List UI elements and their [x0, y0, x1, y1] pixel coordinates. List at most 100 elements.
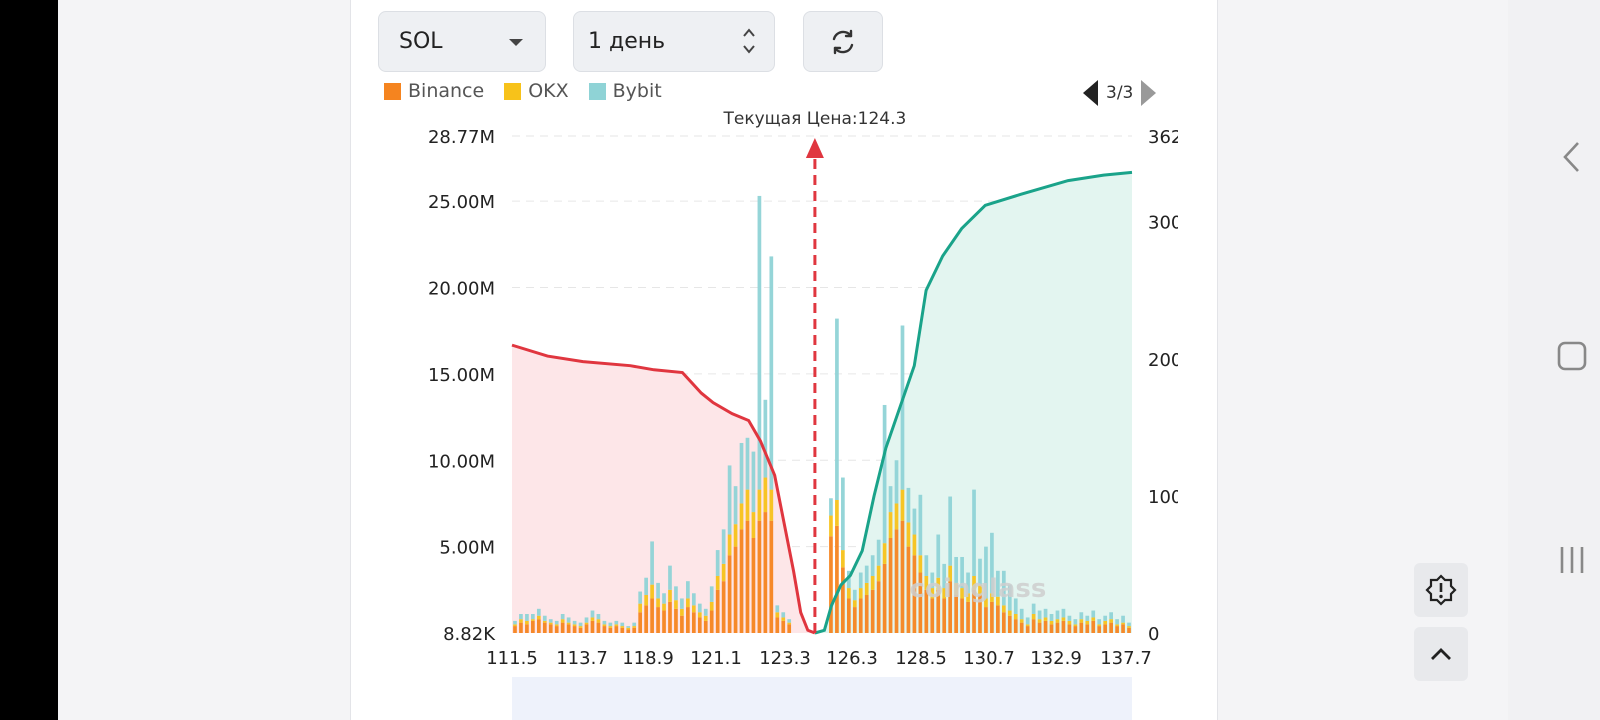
bar-binance[interactable] — [1067, 624, 1072, 633]
bar-okx[interactable] — [715, 575, 720, 590]
bar-bybit[interactable] — [1007, 584, 1012, 611]
bar-bybit[interactable] — [721, 529, 726, 564]
bar-okx[interactable] — [1001, 605, 1006, 613]
bar-bybit[interactable] — [733, 486, 738, 525]
bar-okx[interactable] — [542, 620, 547, 623]
bar-okx[interactable] — [1025, 624, 1030, 627]
legend-item-binance[interactable]: Binance — [384, 80, 484, 102]
legend-item-bybit[interactable]: Bybit — [588, 80, 662, 102]
bar-binance[interactable] — [739, 529, 744, 633]
bar-binance[interactable] — [984, 607, 988, 633]
bar-bybit[interactable] — [1127, 622, 1131, 627]
bar-bybit[interactable] — [542, 615, 547, 621]
bar-okx[interactable] — [572, 624, 577, 627]
bar-okx[interactable] — [787, 622, 792, 625]
bar-okx[interactable] — [912, 534, 917, 556]
bar-binance[interactable] — [996, 605, 1000, 633]
bar-okx[interactable] — [835, 499, 839, 526]
bar-bybit[interactable] — [1091, 610, 1096, 618]
bar-bybit[interactable] — [888, 486, 893, 513]
bar-okx[interactable] — [954, 582, 958, 595]
bar-okx[interactable] — [1061, 617, 1066, 621]
bar-bybit[interactable] — [763, 399, 768, 478]
bar-bybit[interactable] — [918, 494, 923, 556]
bar-bybit[interactable] — [668, 565, 672, 590]
bar-bybit[interactable] — [876, 539, 881, 566]
bar-binance[interactable] — [1085, 624, 1090, 633]
bar-okx[interactable] — [1085, 620, 1090, 625]
bar-okx[interactable] — [1127, 626, 1131, 628]
bar-binance[interactable] — [691, 612, 696, 633]
bar-bybit[interactable] — [1067, 615, 1072, 621]
back-icon[interactable] — [1560, 140, 1584, 174]
range-slider[interactable] — [512, 677, 1132, 720]
bar-binance[interactable] — [1025, 626, 1030, 633]
bar-binance[interactable] — [560, 622, 565, 633]
bar-binance[interactable] — [829, 536, 833, 633]
bar-okx[interactable] — [1091, 617, 1096, 621]
bar-binance[interactable] — [1031, 619, 1036, 633]
bar-binance[interactable] — [1073, 626, 1078, 633]
bar-okx[interactable] — [1121, 622, 1125, 625]
bar-okx[interactable] — [1115, 624, 1119, 627]
bar-okx[interactable] — [566, 622, 571, 625]
bar-bybit[interactable] — [620, 622, 625, 627]
bar-okx[interactable] — [936, 577, 941, 590]
bar-okx[interactable] — [602, 624, 607, 627]
bar-binance[interactable] — [686, 607, 690, 633]
bar-okx[interactable] — [757, 489, 762, 521]
bar-bybit[interactable] — [697, 603, 702, 613]
bar-binance[interactable] — [1097, 626, 1102, 633]
bar-okx[interactable] — [1013, 614, 1018, 620]
bar-binance[interactable] — [519, 622, 523, 633]
bar-binance[interactable] — [942, 598, 947, 633]
bar-binance[interactable] — [1061, 620, 1066, 633]
bar-binance[interactable] — [894, 529, 899, 633]
bar-okx[interactable] — [680, 608, 684, 616]
bar-okx[interactable] — [525, 620, 529, 625]
bar-binance[interactable] — [882, 563, 887, 633]
bar-binance[interactable] — [656, 607, 660, 633]
bar-bybit[interactable] — [781, 612, 786, 618]
bar-bybit[interactable] — [978, 558, 982, 585]
bar-bybit[interactable] — [1085, 615, 1090, 621]
bar-okx[interactable] — [739, 503, 744, 530]
bar-binance[interactable] — [835, 525, 839, 633]
bar-binance[interactable] — [697, 617, 702, 633]
bar-binance[interactable] — [936, 589, 941, 633]
bar-binance[interactable] — [757, 520, 762, 633]
bar-okx[interactable] — [870, 575, 875, 590]
bar-bybit[interactable] — [1073, 619, 1078, 625]
bar-binance[interactable] — [858, 598, 863, 633]
bar-okx[interactable] — [1103, 620, 1108, 625]
bar-bybit[interactable] — [680, 598, 684, 609]
legend-item-okx[interactable]: OKX — [504, 80, 569, 102]
bar-okx[interactable] — [918, 555, 923, 573]
bar-okx[interactable] — [733, 524, 738, 547]
bar-binance[interactable] — [763, 512, 768, 633]
bar-bybit[interactable] — [930, 572, 935, 589]
bar-binance[interactable] — [781, 620, 786, 633]
bar-okx[interactable] — [775, 612, 780, 618]
bar-binance[interactable] — [626, 629, 631, 633]
bar-binance[interactable] — [733, 546, 738, 633]
bar-binance[interactable] — [674, 608, 678, 633]
bar-bybit[interactable] — [656, 582, 660, 599]
bar-binance[interactable] — [548, 624, 553, 633]
bar-bybit[interactable] — [894, 460, 899, 504]
bar-okx[interactable] — [727, 534, 732, 556]
bar-okx[interactable] — [686, 598, 690, 608]
bar-bybit[interactable] — [602, 620, 607, 625]
bar-okx[interactable] — [531, 619, 535, 621]
coin-select[interactable]: SOL — [378, 11, 546, 72]
bar-bybit[interactable] — [578, 622, 583, 627]
bar-okx[interactable] — [1097, 624, 1102, 627]
bar-bybit[interactable] — [548, 619, 553, 623]
bar-binance[interactable] — [769, 520, 774, 633]
bar-bybit[interactable] — [972, 489, 976, 576]
bar-okx[interactable] — [984, 598, 988, 608]
bar-okx[interactable] — [632, 626, 637, 628]
bar-okx[interactable] — [763, 477, 768, 513]
bar-bybit[interactable] — [1079, 612, 1084, 620]
bar-binance[interactable] — [542, 622, 547, 633]
